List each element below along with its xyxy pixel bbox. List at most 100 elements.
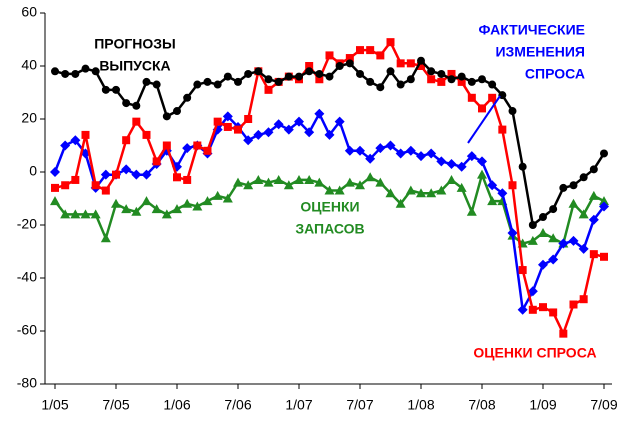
point xyxy=(548,254,559,265)
point xyxy=(212,190,223,200)
point xyxy=(60,140,71,151)
point xyxy=(396,59,405,68)
point xyxy=(295,72,303,81)
point xyxy=(578,243,589,254)
point xyxy=(233,177,243,187)
point xyxy=(386,38,395,47)
annotation: ПРОГНОЗЫ xyxy=(94,36,176,52)
y-tick-label: -40 xyxy=(17,269,37,285)
point xyxy=(416,151,426,162)
point xyxy=(274,77,283,86)
point xyxy=(264,85,273,94)
point xyxy=(487,180,498,191)
point xyxy=(223,122,232,131)
point xyxy=(568,235,579,246)
point xyxy=(344,177,355,187)
series xyxy=(51,38,608,338)
x-tick-label: 1/08 xyxy=(407,397,434,413)
point xyxy=(324,185,335,195)
point xyxy=(477,169,487,179)
point xyxy=(405,185,416,195)
point xyxy=(263,127,274,138)
point xyxy=(121,164,132,175)
point xyxy=(111,198,121,208)
point xyxy=(81,130,90,139)
point xyxy=(243,135,254,146)
point xyxy=(588,190,599,200)
y-tick-label: -60 xyxy=(17,322,37,338)
point xyxy=(477,156,487,167)
point xyxy=(365,172,376,182)
point xyxy=(100,169,111,180)
point xyxy=(375,143,386,154)
point xyxy=(284,72,293,81)
point xyxy=(182,198,193,208)
point xyxy=(568,198,579,208)
point xyxy=(599,201,609,212)
point xyxy=(569,181,578,190)
point xyxy=(173,173,181,182)
point xyxy=(488,93,497,102)
point xyxy=(527,286,538,297)
point xyxy=(538,227,548,237)
point xyxy=(283,180,294,190)
point xyxy=(528,221,537,229)
point xyxy=(273,119,284,130)
point xyxy=(589,165,598,174)
point xyxy=(193,80,202,89)
point xyxy=(294,174,304,184)
series xyxy=(50,169,609,248)
point xyxy=(100,233,111,243)
point xyxy=(253,174,264,184)
y-tick-label: -20 xyxy=(17,216,37,232)
point xyxy=(457,72,466,81)
point xyxy=(141,196,152,206)
x-tick-label: 7/05 xyxy=(102,397,129,413)
point xyxy=(122,99,131,108)
point xyxy=(344,145,355,156)
y-tick-label: -80 xyxy=(17,375,37,391)
point xyxy=(355,145,365,156)
annotation: ВЫПУСКА xyxy=(99,58,170,74)
point xyxy=(366,77,375,86)
x-tick-label: 1/05 xyxy=(41,397,68,413)
point xyxy=(122,136,131,145)
point xyxy=(588,214,599,225)
point xyxy=(345,59,354,68)
point xyxy=(203,77,212,86)
point xyxy=(528,305,537,314)
point xyxy=(91,181,100,190)
point xyxy=(173,107,181,116)
point xyxy=(395,148,406,159)
point xyxy=(487,196,498,206)
point xyxy=(376,51,385,60)
point xyxy=(222,111,233,122)
point xyxy=(50,167,60,177)
point xyxy=(396,80,405,89)
point xyxy=(51,67,59,76)
point xyxy=(273,174,284,184)
point xyxy=(151,204,162,214)
point xyxy=(162,112,171,121)
point xyxy=(599,196,609,206)
point xyxy=(559,183,568,192)
point xyxy=(517,304,528,315)
point xyxy=(172,204,182,214)
point xyxy=(456,182,467,192)
point xyxy=(222,193,233,203)
point xyxy=(203,146,212,155)
point xyxy=(447,75,456,84)
point xyxy=(71,175,80,184)
point xyxy=(548,233,559,243)
point xyxy=(142,130,151,139)
point xyxy=(456,161,467,172)
point xyxy=(70,135,81,146)
point xyxy=(539,213,547,222)
point xyxy=(436,185,447,195)
point xyxy=(334,185,345,195)
x-tick-label: 1/07 xyxy=(285,397,312,413)
annotation: ОЦЕНКИ СПРОСА xyxy=(473,345,596,361)
point xyxy=(356,46,364,55)
point xyxy=(112,85,120,94)
point xyxy=(507,227,518,238)
